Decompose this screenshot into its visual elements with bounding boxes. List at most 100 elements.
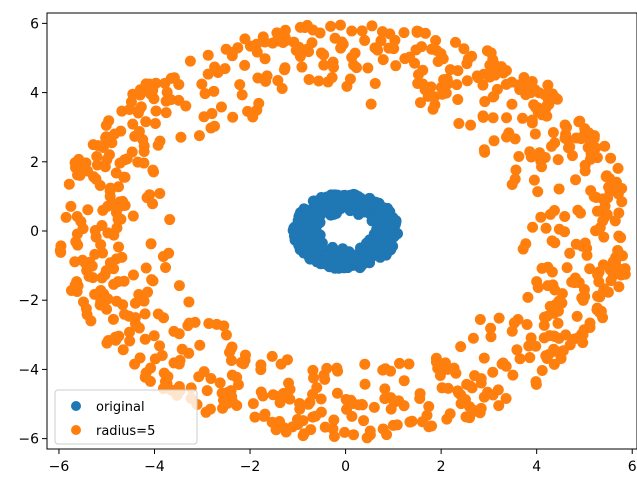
- point-radius5: [117, 299, 129, 311]
- point-radius5: [334, 19, 346, 31]
- point-radius5: [113, 330, 125, 342]
- point-radius5: [553, 183, 565, 195]
- point-radius5: [134, 352, 146, 364]
- point-radius5: [129, 318, 141, 330]
- point-radius5: [77, 296, 89, 308]
- point-radius5: [77, 223, 89, 235]
- point-radius5: [390, 60, 402, 72]
- point-radius5: [297, 430, 309, 442]
- y-tick-label: −4: [18, 362, 39, 378]
- point-radius5: [116, 251, 128, 263]
- point-radius5: [346, 25, 358, 37]
- point-radius5: [236, 89, 248, 101]
- point-radius5: [175, 131, 187, 143]
- point-radius5: [389, 34, 401, 46]
- point-radius5: [359, 358, 371, 370]
- point-radius5: [450, 367, 462, 379]
- point-radius5: [506, 76, 518, 88]
- legend-label-original: original: [96, 400, 145, 415]
- point-radius5: [478, 391, 490, 403]
- point-radius5: [591, 205, 603, 217]
- point-radius5: [436, 52, 448, 64]
- point-radius5: [71, 276, 83, 288]
- point-radius5: [314, 27, 326, 39]
- x-tick-label: 6: [628, 459, 637, 475]
- point-radius5: [427, 103, 439, 115]
- point-original: [378, 202, 390, 214]
- point-radius5: [368, 401, 380, 413]
- point-radius5: [183, 296, 195, 308]
- point-radius5: [307, 411, 319, 423]
- point-radius5: [414, 97, 426, 109]
- point-radius5: [365, 98, 377, 110]
- point-radius5: [366, 20, 378, 32]
- point-radius5: [303, 46, 315, 58]
- point-radius5: [261, 70, 273, 82]
- point-original: [338, 262, 350, 274]
- point-radius5: [161, 86, 173, 98]
- point-original: [307, 230, 319, 242]
- point-radius5: [414, 392, 426, 404]
- point-radius5: [477, 79, 489, 91]
- point-radius5: [541, 110, 553, 122]
- point-original: [366, 240, 378, 252]
- point-radius5: [535, 211, 547, 223]
- point-radius5: [147, 275, 159, 287]
- point-radius5: [493, 312, 505, 324]
- point-radius5: [82, 204, 94, 216]
- point-radius5: [318, 59, 330, 71]
- point-radius5: [102, 200, 114, 212]
- point-radius5: [214, 377, 226, 389]
- point-radius5: [160, 95, 172, 107]
- point-radius5: [255, 364, 267, 376]
- point-radius5: [266, 350, 278, 362]
- point-radius5: [116, 105, 128, 117]
- point-radius5: [235, 356, 247, 368]
- point-radius5: [385, 392, 397, 404]
- point-radius5: [127, 269, 139, 281]
- point-radius5: [102, 293, 114, 305]
- point-radius5: [117, 344, 129, 356]
- point-radius5: [388, 43, 400, 55]
- point-original: [289, 227, 301, 239]
- point-radius5: [529, 128, 541, 140]
- point-radius5: [417, 64, 429, 76]
- point-radius5: [474, 314, 486, 326]
- point-original: [303, 220, 315, 232]
- point-radius5: [553, 295, 565, 307]
- point-radius5: [530, 378, 542, 390]
- point-radius5: [217, 402, 229, 414]
- point-radius5: [485, 47, 497, 59]
- point-radius5: [527, 221, 539, 233]
- point-radius5: [220, 329, 232, 341]
- point-radius5: [173, 280, 185, 292]
- point-radius5: [91, 150, 103, 162]
- point-radius5: [605, 152, 617, 164]
- point-radius5: [546, 88, 558, 100]
- point-radius5: [485, 331, 497, 343]
- point-radius5: [145, 88, 157, 100]
- point-radius5: [85, 315, 97, 327]
- point-radius5: [343, 399, 355, 410]
- point-radius5: [90, 173, 102, 185]
- point-radius5: [74, 169, 86, 181]
- point-radius5: [451, 79, 463, 91]
- point-radius5: [419, 27, 431, 39]
- point-original: [327, 193, 339, 205]
- point-radius5: [292, 419, 304, 430]
- point-radius5: [488, 135, 500, 147]
- point-radius5: [209, 61, 221, 73]
- x-axis: −6 −4 −2 0 2 4 6: [49, 449, 637, 475]
- point-radius5: [225, 355, 237, 366]
- point-radius5: [183, 347, 195, 359]
- point-radius5: [225, 343, 237, 355]
- point-radius5: [574, 115, 586, 127]
- point-radius5: [546, 266, 558, 278]
- point-radius5: [63, 178, 75, 190]
- point-radius5: [609, 256, 621, 268]
- point-radius5: [328, 430, 340, 442]
- point-radius5: [547, 306, 559, 318]
- point-radius5: [511, 344, 523, 356]
- point-radius5: [296, 61, 308, 73]
- point-radius5: [429, 91, 441, 103]
